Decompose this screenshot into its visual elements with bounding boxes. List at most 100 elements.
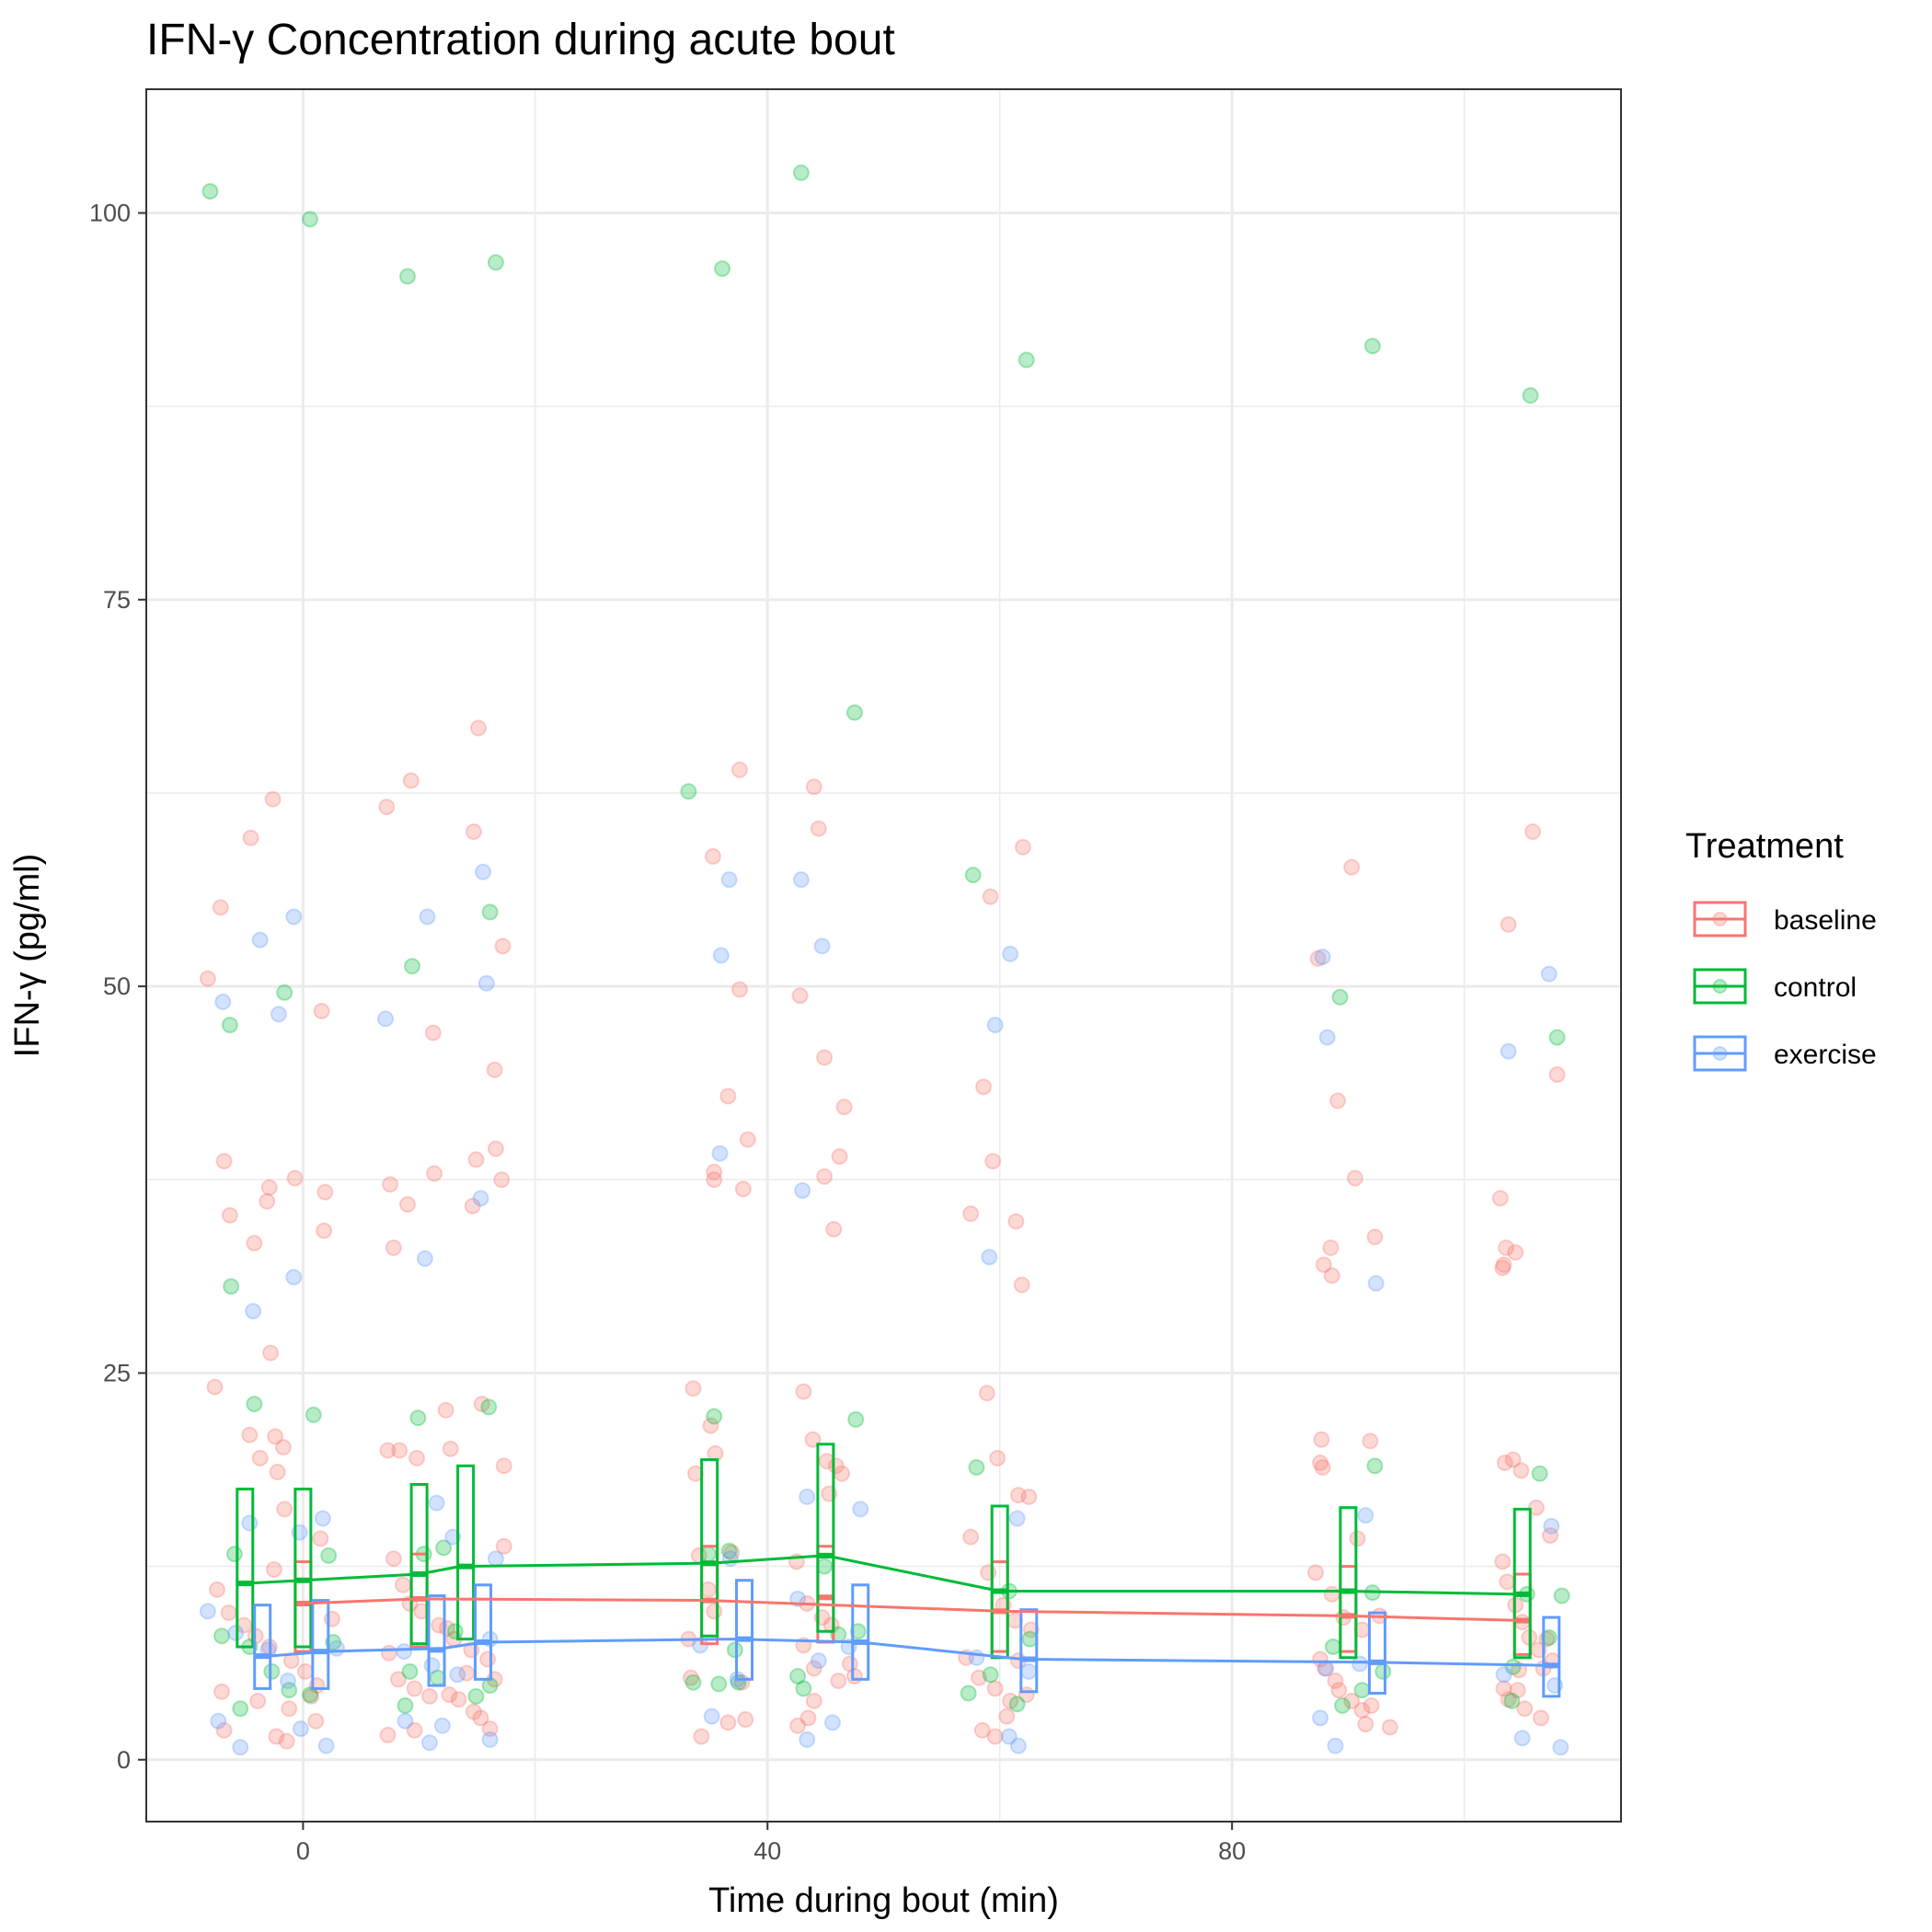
box-control <box>293 1488 313 1649</box>
data-point-baseline <box>473 1396 490 1413</box>
data-point-baseline <box>1527 1499 1545 1516</box>
mean-line-baseline <box>303 1597 1523 1622</box>
data-point-baseline <box>385 1239 402 1257</box>
data-point-baseline <box>706 1603 723 1620</box>
box-control <box>1339 1506 1358 1660</box>
data-point-exercise <box>214 993 232 1010</box>
data-point-control <box>699 1546 717 1563</box>
data-point-control <box>225 1546 243 1563</box>
data-point-baseline <box>1494 1553 1512 1570</box>
data-point-baseline <box>495 1537 512 1555</box>
y-tick-label: 25 <box>103 1359 131 1386</box>
data-point-exercise <box>703 1708 720 1725</box>
data-point-baseline <box>1532 1709 1549 1727</box>
data-point-exercise <box>1000 1728 1018 1745</box>
data-point-control <box>281 1682 298 1699</box>
data-point-control <box>305 1406 322 1423</box>
data-point-exercise <box>986 1017 1004 1034</box>
data-point-baseline <box>246 1235 263 1252</box>
data-point-baseline <box>385 1550 402 1568</box>
data-point-exercise <box>397 1712 414 1730</box>
x-tick-label: 80 <box>1218 1837 1246 1865</box>
data-point-baseline <box>242 829 259 846</box>
data-point-baseline <box>1548 1065 1566 1083</box>
data-point-baseline <box>215 1721 233 1739</box>
data-point-baseline <box>1346 1169 1363 1187</box>
data-point-baseline <box>380 1644 397 1662</box>
data-point-exercise <box>1495 1666 1512 1684</box>
data-point-control <box>1540 1628 1558 1646</box>
data-point-baseline <box>479 1650 497 1668</box>
data-point-baseline <box>465 823 482 840</box>
data-point-baseline <box>424 1024 442 1041</box>
data-point-control <box>398 268 416 285</box>
data-point-control <box>960 1685 977 1702</box>
data-point-baseline <box>734 1180 752 1198</box>
data-point-control <box>964 867 982 884</box>
data-point-baseline <box>693 1728 710 1745</box>
data-point-control <box>467 1687 485 1705</box>
data-point-baseline <box>472 1709 489 1727</box>
data-point-exercise <box>251 931 269 949</box>
data-point-baseline <box>1314 1458 1331 1476</box>
data-point-control <box>982 1666 999 1684</box>
data-point-baseline <box>799 1709 817 1727</box>
box-exercise <box>851 1583 870 1681</box>
data-point-control <box>1366 1457 1384 1475</box>
data-point-exercise <box>232 1739 249 1756</box>
data-point-baseline <box>260 1179 278 1196</box>
data-point-baseline <box>973 1721 991 1739</box>
data-point-baseline <box>1313 1431 1330 1448</box>
data-point-baseline <box>737 1711 754 1729</box>
data-point-baseline <box>1322 1239 1340 1257</box>
data-point-baseline <box>249 1692 267 1709</box>
data-point-baseline <box>1366 1228 1384 1246</box>
data-point-exercise <box>245 1303 262 1320</box>
data-point-exercise <box>433 1717 451 1734</box>
data-point-baseline <box>1496 1454 1513 1471</box>
box-control <box>409 1482 429 1646</box>
data-point-exercise <box>1357 1507 1374 1524</box>
data-point-control <box>409 1409 427 1427</box>
data-point-exercise <box>1312 1709 1329 1727</box>
data-point-control <box>684 1673 702 1691</box>
data-point-control <box>301 211 318 228</box>
data-point-control <box>710 1675 728 1693</box>
data-point-exercise <box>449 1666 466 1684</box>
y-tick-label: 50 <box>103 972 131 1000</box>
data-point-baseline <box>730 761 748 778</box>
data-point-baseline <box>220 1604 237 1622</box>
data-point-baseline <box>402 772 420 789</box>
data-point-baseline <box>1327 1673 1344 1690</box>
data-point-baseline <box>281 1700 298 1718</box>
data-point-baseline <box>316 1183 334 1201</box>
mean-line-control <box>245 1554 1523 1596</box>
data-point-baseline <box>278 1732 295 1750</box>
data-point-control <box>487 254 504 271</box>
data-point-baseline <box>391 1442 408 1459</box>
data-point-baseline <box>389 1671 407 1688</box>
y-tick-label: 100 <box>89 200 131 227</box>
data-point-control <box>1324 1639 1341 1656</box>
data-point-baseline <box>1020 1488 1038 1505</box>
data-point-baseline <box>1323 1267 1340 1284</box>
box-control <box>456 1464 476 1641</box>
data-point-baseline <box>208 1581 225 1598</box>
data-point-exercise <box>270 1006 287 1023</box>
data-point-exercise <box>792 871 810 889</box>
data-point-baseline <box>1009 1487 1027 1504</box>
data-point-baseline <box>704 847 721 865</box>
legend-title: Treatment <box>1685 827 1844 866</box>
data-point-baseline <box>834 1465 851 1482</box>
data-point-baseline <box>702 1417 719 1434</box>
data-point-control <box>213 1627 231 1645</box>
data-point-baseline <box>1330 1682 1348 1699</box>
data-point-baseline <box>286 1169 304 1187</box>
data-point-exercise <box>1543 1517 1560 1535</box>
data-point-baseline <box>312 1530 329 1547</box>
data-point-baseline <box>730 981 748 998</box>
data-point-baseline <box>406 1680 423 1697</box>
data-point-baseline <box>986 1728 1004 1745</box>
data-point-baseline <box>442 1440 459 1457</box>
